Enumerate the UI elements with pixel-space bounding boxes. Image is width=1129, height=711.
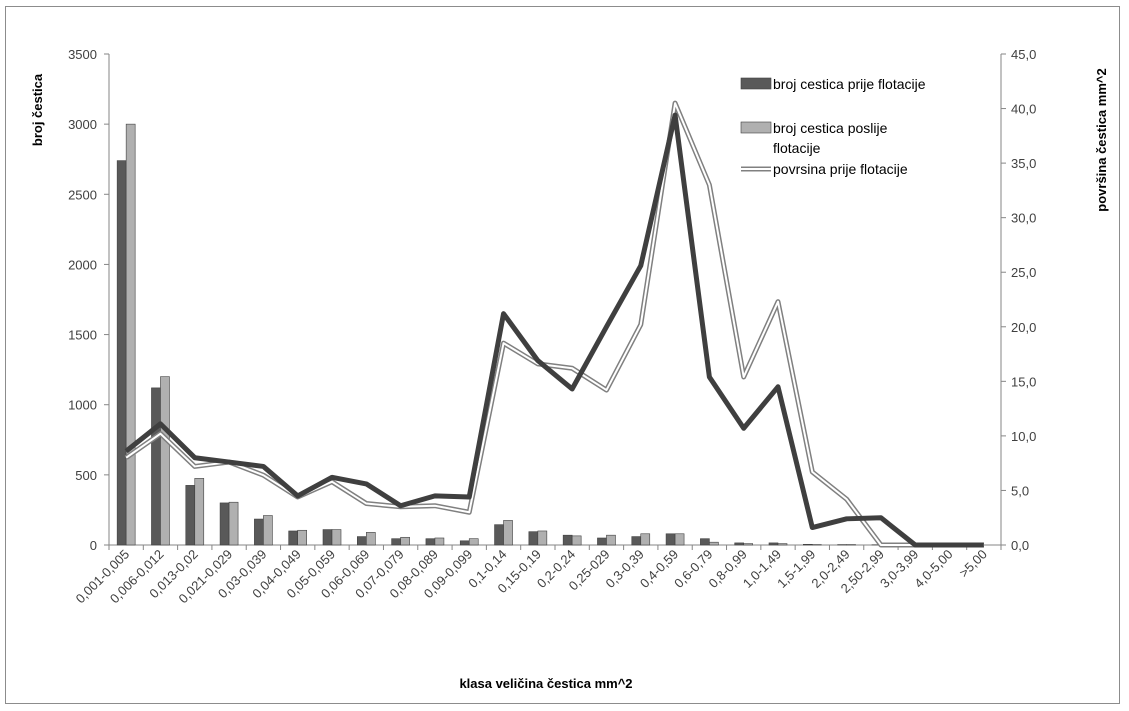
y2-tick-label: 35,0 [1011, 156, 1036, 171]
bar [434, 537, 445, 546]
bar [562, 534, 573, 546]
lines-group [124, 100, 984, 548]
series-line [124, 112, 984, 548]
bar [803, 543, 813, 546]
y2-tick-label: 5,0 [1011, 483, 1029, 498]
bar [400, 536, 410, 546]
y2-tick-label: 40,0 [1011, 102, 1036, 117]
legend: broj cestica prije flotacije broj cestica… [740, 76, 926, 177]
bar [494, 524, 504, 546]
y-tick-label: 500 [75, 468, 97, 483]
series-line-inner [125, 102, 984, 546]
bar [528, 531, 539, 546]
legend-label: broj cestica poslije [773, 120, 888, 136]
legend-swatch [740, 121, 772, 134]
y2-tick-label: 25,0 [1011, 265, 1036, 280]
y-tick-label: 2500 [68, 187, 97, 202]
legend-label: povrsina prije flotacije [773, 161, 908, 177]
x-axis-title: klasa veličina čestica mm^2 [459, 676, 632, 691]
bar [219, 502, 230, 546]
y-tick-label: 3000 [68, 117, 97, 132]
x-tick-label: >5,00 [956, 547, 990, 581]
bar [297, 529, 307, 546]
bar [640, 533, 651, 546]
bar [700, 538, 710, 546]
bar [322, 529, 333, 546]
bar [194, 478, 205, 546]
y-axis-title: broj čestica [30, 73, 45, 146]
bar [425, 538, 436, 546]
y-tick-label: 2000 [68, 257, 97, 272]
bar [160, 376, 170, 546]
bar [777, 543, 788, 546]
bar [459, 540, 470, 546]
labels-group: 0 500 1000 1500 2000 2500 3000 3500 0,0 5,0 10,0 15… [68, 47, 1036, 606]
bar [597, 537, 607, 546]
y2-tick-label: 20,0 [1011, 320, 1036, 335]
bar [665, 533, 676, 546]
y2-tick-label: 15,0 [1011, 374, 1036, 389]
bar [606, 534, 616, 546]
y-tick-label: 0 [90, 538, 97, 553]
bar [468, 538, 479, 546]
bar [366, 532, 376, 546]
legend-label: flotacije [773, 140, 821, 156]
bar [288, 530, 298, 546]
bar [674, 533, 685, 546]
bar [743, 543, 753, 546]
bar [331, 529, 342, 546]
y-tick-label: 1000 [68, 398, 97, 413]
bar [631, 536, 642, 546]
y2-tick-label: 30,0 [1011, 211, 1036, 226]
bar [254, 518, 264, 546]
bar [734, 542, 744, 546]
y2-tick-label: 0,0 [1011, 538, 1029, 553]
bar [503, 520, 513, 546]
legend-label: broj cestica prije flotacije [773, 76, 926, 92]
y2-tick-label: 45,0 [1011, 47, 1036, 62]
bar [185, 485, 196, 546]
bar [537, 530, 548, 546]
bar [151, 387, 161, 546]
bar [709, 541, 719, 546]
y2-tick-label: 10,0 [1011, 429, 1036, 444]
bar [768, 542, 779, 546]
bar [116, 160, 127, 546]
y-tick-label: 1500 [68, 328, 97, 343]
y2-axis-title: površina čestica mm^2 [1094, 68, 1109, 211]
bars-group [116, 123, 925, 546]
x-tick-label: 4,0-5,00 [911, 547, 955, 591]
bar [125, 123, 136, 546]
bar [228, 501, 239, 546]
bar [357, 536, 367, 546]
bar [263, 515, 273, 546]
bar [391, 538, 401, 546]
legend-swatch [740, 77, 772, 90]
y-tick-label: 3500 [68, 47, 97, 62]
bar [571, 535, 582, 546]
chart-area [5, 6, 1120, 704]
